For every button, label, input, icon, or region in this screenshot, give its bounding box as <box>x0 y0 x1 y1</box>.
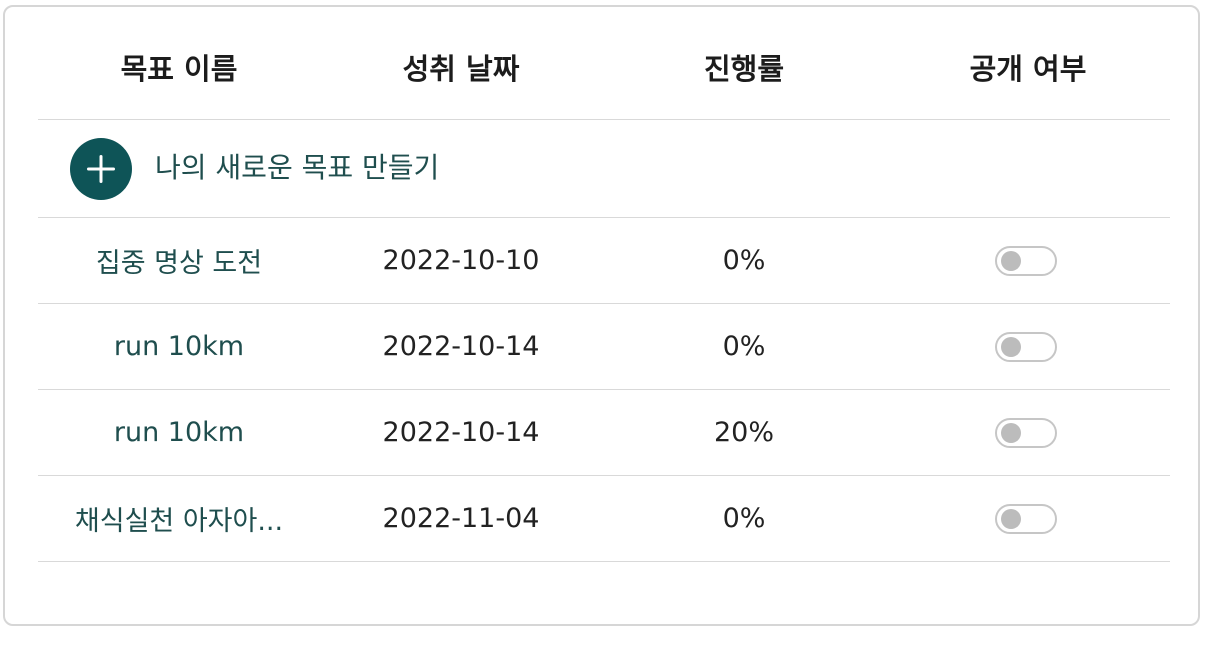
table-row[interactable]: 채식실천 아자아... 2022-11-04 0% <box>38 476 1170 562</box>
public-toggle[interactable] <box>995 417 1057 448</box>
table-row[interactable]: 집중 명상 도전 2022-10-10 0% <box>38 218 1170 304</box>
toggle-knob <box>1001 508 1021 529</box>
goal-date: 2022-10-14 <box>382 331 540 362</box>
toggle-knob <box>1001 422 1021 443</box>
public-toggle[interactable] <box>995 331 1057 362</box>
goal-progress: 20% <box>713 417 774 448</box>
goal-name[interactable]: 집중 명상 도전 <box>95 248 263 279</box>
add-goal-label[interactable]: 나의 새로운 목표 만들기 <box>155 150 440 184</box>
goals-card: 목표 이름 성취 날짜 진행률 공개 여부 나의 새로운 목표 만들기 집중 명… <box>3 5 1200 626</box>
table-row[interactable]: run 10km 2022-10-14 20% <box>38 390 1170 476</box>
goals-table: 목표 이름 성취 날짜 진행률 공개 여부 나의 새로운 목표 만들기 집중 명… <box>38 7 1170 562</box>
header-public: 공개 여부 <box>969 52 1087 86</box>
toggle-knob <box>1001 250 1021 271</box>
public-toggle[interactable] <box>995 245 1057 276</box>
public-toggle-cell <box>886 304 1170 389</box>
header-goal-name: 목표 이름 <box>120 52 238 86</box>
add-goal-row: 나의 새로운 목표 만들기 <box>38 120 1170 218</box>
public-toggle-cell <box>886 390 1170 475</box>
goal-progress: 0% <box>722 331 766 362</box>
public-toggle-cell <box>886 476 1170 561</box>
goal-name[interactable]: run 10km <box>113 331 245 362</box>
toggle-knob <box>1001 336 1021 357</box>
plus-icon[interactable] <box>70 137 132 200</box>
public-toggle[interactable] <box>995 503 1057 534</box>
add-goal-button[interactable]: 나의 새로운 목표 만들기 <box>70 137 440 200</box>
header-achieve-date: 성취 날짜 <box>402 52 520 86</box>
goal-date: 2022-11-04 <box>382 503 540 534</box>
table-header: 목표 이름 성취 날짜 진행률 공개 여부 <box>38 7 1170 120</box>
goal-progress: 0% <box>722 245 766 276</box>
goal-date: 2022-10-14 <box>382 417 540 448</box>
header-progress: 진행률 <box>703 52 785 86</box>
goal-progress: 0% <box>722 503 766 534</box>
goal-name[interactable]: 채식실천 아자아... <box>74 506 284 537</box>
goal-name[interactable]: run 10km <box>113 417 245 448</box>
table-row[interactable]: run 10km 2022-10-14 0% <box>38 304 1170 390</box>
public-toggle-cell <box>886 218 1170 303</box>
goal-date: 2022-10-10 <box>382 245 540 276</box>
